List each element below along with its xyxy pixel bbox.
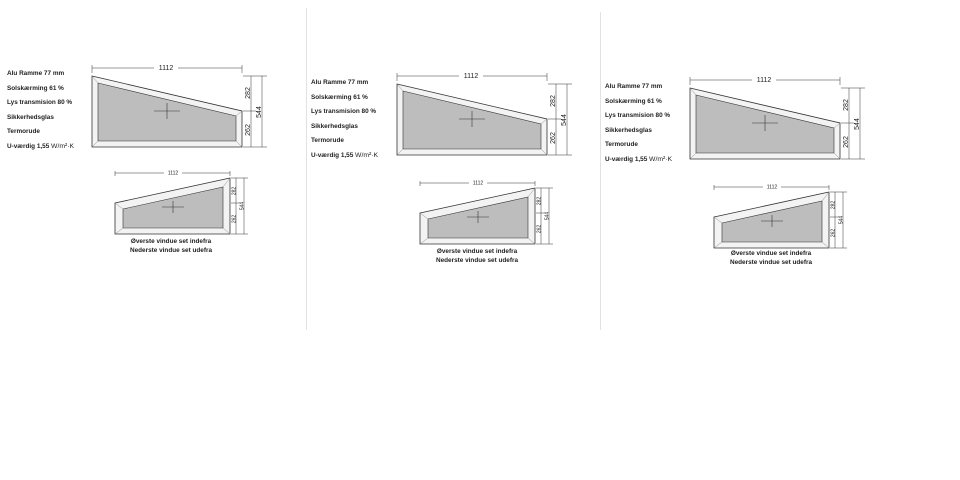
spec-list: Alu Ramme 77 mm Solskærming 61 % Lys tra… <box>311 78 378 166</box>
window-drawing: 1112 282 262 544 1112 <box>91 63 267 235</box>
width-dimension: 1112 <box>757 77 772 84</box>
view-caption: Øverste vindue set indefra Nederste vind… <box>691 249 851 267</box>
width-dimension: 1112 <box>473 181 484 187</box>
right-height-dimension: 262 <box>843 136 850 148</box>
spec-frame: Alu Ramme 77 mm <box>7 70 65 77</box>
left-height-dimension: 282 <box>843 99 850 111</box>
right-height-dimension: 262 <box>245 124 252 136</box>
spec-u-value: U-værdig 1,55 W/m²·K <box>311 151 379 159</box>
spec-u-value: U-værdig 1,55 W/m²·K <box>605 155 673 163</box>
width-dimension: 1112 <box>767 185 778 191</box>
view-caption: Øverste vindue set indefra Nederste vind… <box>91 237 251 255</box>
spec-thermal-pane: Termorude <box>7 128 40 136</box>
spec-safety-glass: Sikkerhedsglas <box>7 113 54 121</box>
spec-list: Alu Ramme 77 mm Solskærming 61 % Lys tra… <box>605 82 672 170</box>
panel-divider <box>600 12 601 330</box>
caption-line: Øverste vindue set indefra <box>730 250 812 257</box>
spec-safety-glass: Sikkerhedsglas <box>311 122 358 130</box>
top-window: 1112 282 262 544 <box>689 75 865 160</box>
right-height-dimension: 282 <box>232 187 238 196</box>
total-height-dimension: 544 <box>256 106 263 118</box>
spec-frame: Alu Ramme 77 mm <box>605 83 663 90</box>
total-height-dimension: 544 <box>854 118 861 130</box>
spec-solar-shading: Solskærming 61 % <box>605 97 662 105</box>
window-spec-panel: Alu Ramme 77 mm Solskærming 61 % Lys tra… <box>0 0 300 330</box>
top-window: 1112 282 262 544 <box>91 63 267 148</box>
caption-line: Nederste vindue set udefra <box>129 247 213 254</box>
window-drawing: 1112 282 262 544 1112 <box>689 75 865 249</box>
spec-thermal-pane: Termorude <box>311 137 344 145</box>
window-drawing: 1112 282 262 544 1112 <box>396 71 572 245</box>
window-spec-panel: Alu Ramme 77 mm Solskærming 61 % Lys tra… <box>305 8 605 338</box>
bottom-window: 1112 282 262 544 <box>419 179 553 245</box>
panel-divider <box>306 8 307 330</box>
spec-light-transmission: Lys transmision 80 % <box>7 99 73 107</box>
spec-solar-shading: Solskærming 61 % <box>311 93 368 101</box>
u-value-unit: W/m²·K <box>355 151 379 159</box>
bottom-window: 1112 282 262 544 <box>114 169 248 235</box>
total-height-dimension: 544 <box>545 212 551 221</box>
width-dimension: 1112 <box>159 65 174 72</box>
top-window: 1112 282 262 544 <box>396 71 572 156</box>
left-height-dimension: 262 <box>831 229 837 238</box>
width-dimension: 1112 <box>168 171 179 177</box>
u-value-unit: W/m²·K <box>51 142 75 150</box>
left-height-dimension: 282 <box>245 87 252 99</box>
spec-light-transmission: Lys transmision 80 % <box>311 108 377 116</box>
spec-light-transmission: Lys transmision 80 % <box>605 112 671 120</box>
left-height-dimension: 262 <box>232 215 238 224</box>
right-height-dimension: 262 <box>550 132 557 144</box>
width-dimension: 1112 <box>464 73 479 80</box>
caption-line: Nederste vindue set udefra <box>729 259 813 266</box>
spec-u-value: U-værdig 1,55 W/m²·K <box>7 142 75 150</box>
total-height-dimension: 544 <box>561 114 568 126</box>
spec-thermal-pane: Termorude <box>605 141 638 149</box>
left-height-dimension: 262 <box>537 225 543 234</box>
left-height-dimension: 282 <box>550 95 557 107</box>
spec-frame: Alu Ramme 77 mm <box>311 79 369 86</box>
spec-solar-shading: Solskærming 61 % <box>7 84 64 92</box>
caption-line: Øverste vindue set indefra <box>130 238 212 245</box>
right-height-dimension: 282 <box>537 197 543 206</box>
view-caption: Øverste vindue set indefra Nederste vind… <box>397 247 557 265</box>
bottom-window: 1112 282 262 544 <box>713 183 847 249</box>
total-height-dimension: 544 <box>240 202 246 211</box>
caption-line: Øverste vindue set indefra <box>436 248 518 255</box>
window-spec-panel: Alu Ramme 77 mm Solskærming 61 % Lys tra… <box>598 12 898 342</box>
caption-line: Nederste vindue set udefra <box>435 257 519 264</box>
total-height-dimension: 544 <box>839 216 845 225</box>
spec-list: Alu Ramme 77 mm Solskærming 61 % Lys tra… <box>7 69 74 157</box>
spec-safety-glass: Sikkerhedsglas <box>605 126 652 134</box>
right-height-dimension: 282 <box>831 201 837 210</box>
u-value-unit: W/m²·K <box>649 155 673 163</box>
